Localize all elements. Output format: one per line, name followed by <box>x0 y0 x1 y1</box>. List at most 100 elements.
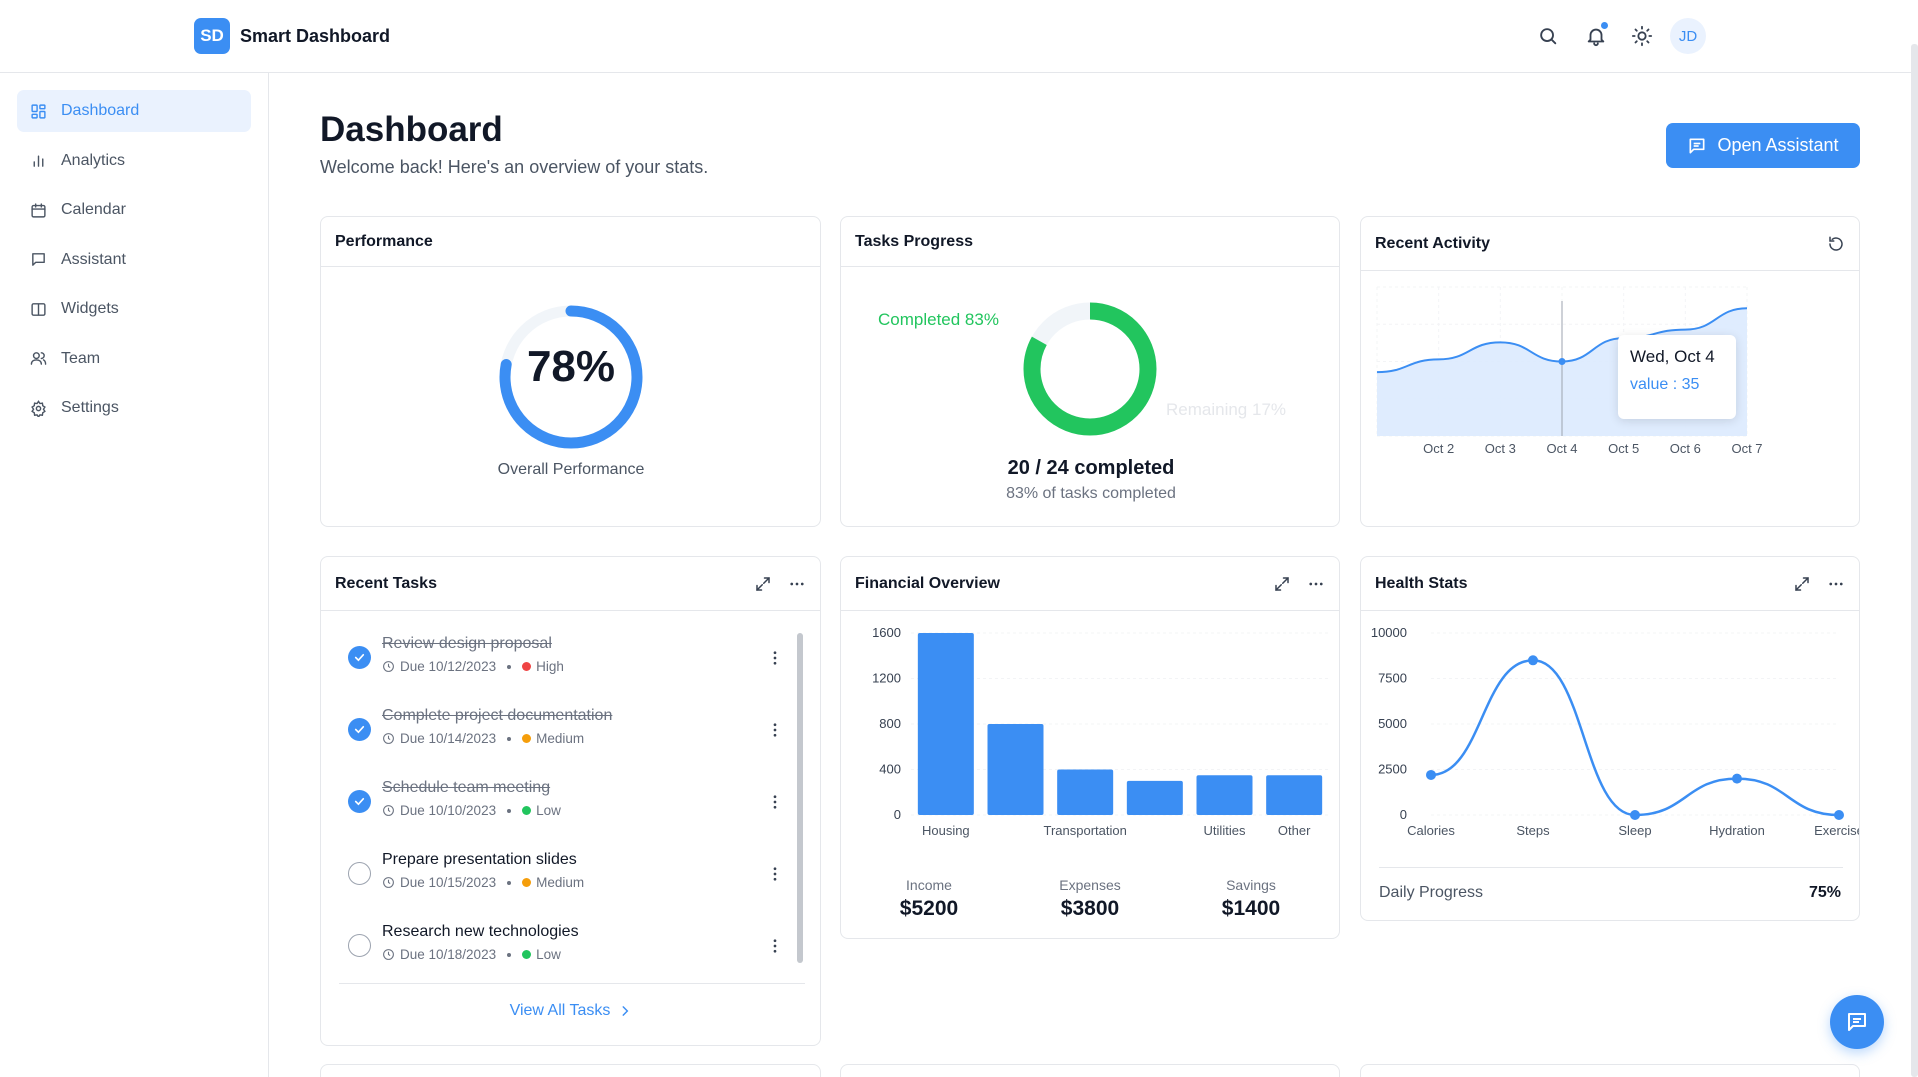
card-header: Health Stats <box>1361 557 1859 611</box>
tasks-progress-card: Tasks Progress Completed 83% Remaining 1… <box>840 216 1340 527</box>
sidebar-item-label: Settings <box>61 399 119 416</box>
remaining-label: Remaining 17% <box>1166 400 1287 419</box>
bar <box>1196 775 1253 815</box>
chat-icon <box>32 253 45 266</box>
health-stats-card: Health Stats 0 2500 5000 7500 10000 Calories S… <box>1360 556 1860 921</box>
completed-arc <box>1023 302 1157 436</box>
card-title: Health Stats <box>1375 574 1468 592</box>
calendar-icon <box>31 202 46 218</box>
total-value: $5200 <box>899 897 959 920</box>
task-item[interactable]: Research new technologies Due 10/18/2023… <box>335 917 805 989</box>
x-tick-label: Transportation <box>1043 823 1126 838</box>
task-item[interactable]: Complete project documentation Due 10/14… <box>335 701 805 773</box>
sidebar-item-analytics[interactable]: Analytics <box>17 140 251 182</box>
sidebar-item-dashboard[interactable]: Dashboard <box>17 90 251 132</box>
task-due: Due 10/18/2023 <box>400 947 497 962</box>
x-tick-label: Utilities <box>1204 823 1246 838</box>
x-tick-label: Oct 5 <box>1608 441 1639 456</box>
more-vertical-icon <box>773 939 777 953</box>
savings-total: Savings $1400 <box>1191 877 1311 921</box>
priority-dot <box>522 734 532 743</box>
activity-chart: Oct 2 Oct 3 Oct 4 Oct 5 Oct 6 Oct 7 <box>1376 286 1763 456</box>
chat-fab-button[interactable] <box>1830 995 1884 1049</box>
expand-icon[interactable] <box>754 575 772 593</box>
priority-dot <box>522 878 532 887</box>
task-checkbox[interactable] <box>348 790 371 813</box>
x-tick-label: Oct 4 <box>1546 441 1577 456</box>
user-avatar[interactable]: JD <box>1670 18 1706 54</box>
total-value: $1400 <box>1221 897 1281 920</box>
more-horizontal-icon[interactable] <box>1827 575 1845 593</box>
notifications-button[interactable] <box>1578 18 1614 54</box>
more-vertical-icon <box>773 867 777 881</box>
theme-toggle-button[interactable] <box>1624 18 1660 54</box>
task-list: Review design proposal Due 10/12/2023 Hi… <box>335 629 805 989</box>
more-vertical-icon <box>773 795 777 809</box>
sidebar-item-label: Calendar <box>61 201 126 218</box>
card-actions <box>754 557 806 610</box>
data-point <box>1630 810 1640 820</box>
sidebar-item-label: Dashboard <box>61 102 140 119</box>
gear-icon <box>31 399 46 417</box>
task-menu-button[interactable] <box>766 649 784 672</box>
y-tick-label: 2500 <box>1378 762 1407 777</box>
brand[interactable]: SD Smart Dashboard <box>194 18 390 54</box>
sidebar-item-assistant[interactable]: Assistant <box>17 239 251 281</box>
card-actions <box>1273 557 1325 610</box>
clock-icon <box>383 949 394 960</box>
expand-icon[interactable] <box>1273 575 1291 593</box>
task-checkbox[interactable] <box>348 718 371 741</box>
more-horizontal-icon[interactable] <box>788 575 806 593</box>
y-tick-label: 800 <box>879 716 901 731</box>
task-checkbox[interactable] <box>348 646 371 669</box>
tooltip-date: Wed, Oct 4 <box>1630 347 1715 366</box>
page-scrollbar[interactable] <box>1911 44 1918 1077</box>
top-actions: JD <box>1530 18 1706 54</box>
view-all-tasks-link[interactable]: View All Tasks <box>321 1002 820 1020</box>
task-item[interactable]: Review design proposal Due 10/12/2023 Hi… <box>335 629 805 701</box>
task-due: Due 10/12/2023 <box>400 659 497 674</box>
more-horizontal-icon[interactable] <box>1307 575 1325 593</box>
task-checkbox[interactable] <box>348 934 371 957</box>
refresh-icon[interactable] <box>1827 235 1845 253</box>
task-meta: Due 10/10/2023 Low <box>382 803 561 818</box>
grid-icon <box>31 103 46 119</box>
sidebar-item-team[interactable]: Team <box>17 338 251 380</box>
data-point <box>1426 769 1436 780</box>
task-menu-button[interactable] <box>766 793 784 816</box>
clock-icon <box>383 877 394 888</box>
task-priority: Low <box>536 947 561 962</box>
chart-tooltip: Wed, Oct 4 value : 35 <box>1618 335 1736 419</box>
chevron-right-icon <box>622 1006 629 1016</box>
card-header: Financial Overview <box>841 557 1339 611</box>
x-tick-label: Exercise <box>1814 823 1860 838</box>
task-menu-button[interactable] <box>766 865 784 888</box>
performance-arc <box>499 305 643 449</box>
sidebar-item-widgets[interactable]: Widgets <box>17 288 251 330</box>
card-title: Tasks Progress <box>841 217 1339 267</box>
task-due: Due 10/14/2023 <box>400 731 497 746</box>
expand-icon[interactable] <box>1793 575 1811 593</box>
completed-label: Completed 83% <box>878 310 999 329</box>
check-icon <box>354 653 365 662</box>
tooltip-value: value : 35 <box>1630 376 1700 393</box>
check-icon <box>354 725 365 734</box>
task-title: Prepare presentation slides <box>382 851 577 868</box>
y-tick-label: 0 <box>1400 807 1407 822</box>
task-menu-button[interactable] <box>766 721 784 744</box>
chat-icon <box>1848 1013 1866 1031</box>
task-menu-button[interactable] <box>766 937 784 960</box>
sidebar-item-calendar[interactable]: Calendar <box>17 189 251 231</box>
y-tick-label: 5000 <box>1378 716 1407 731</box>
divider <box>1379 867 1843 868</box>
task-list-scrollbar[interactable] <box>797 633 803 963</box>
recent-tasks-card: Recent Tasks Review design proposal Due … <box>320 556 821 1046</box>
x-tick-label: Housing <box>922 823 970 838</box>
open-assistant-button[interactable]: Open Assistant <box>1666 123 1860 168</box>
financial-overview-card: Financial Overview 0 400 800 1200 1600 Housin… <box>840 556 1340 939</box>
task-checkbox[interactable] <box>348 862 371 885</box>
sidebar-item-settings[interactable]: Settings <box>17 387 251 429</box>
task-item[interactable]: Prepare presentation slides Due 10/15/20… <box>335 845 805 917</box>
task-item[interactable]: Schedule team meeting Due 10/10/2023 Low <box>335 773 805 845</box>
search-button[interactable] <box>1530 18 1566 54</box>
